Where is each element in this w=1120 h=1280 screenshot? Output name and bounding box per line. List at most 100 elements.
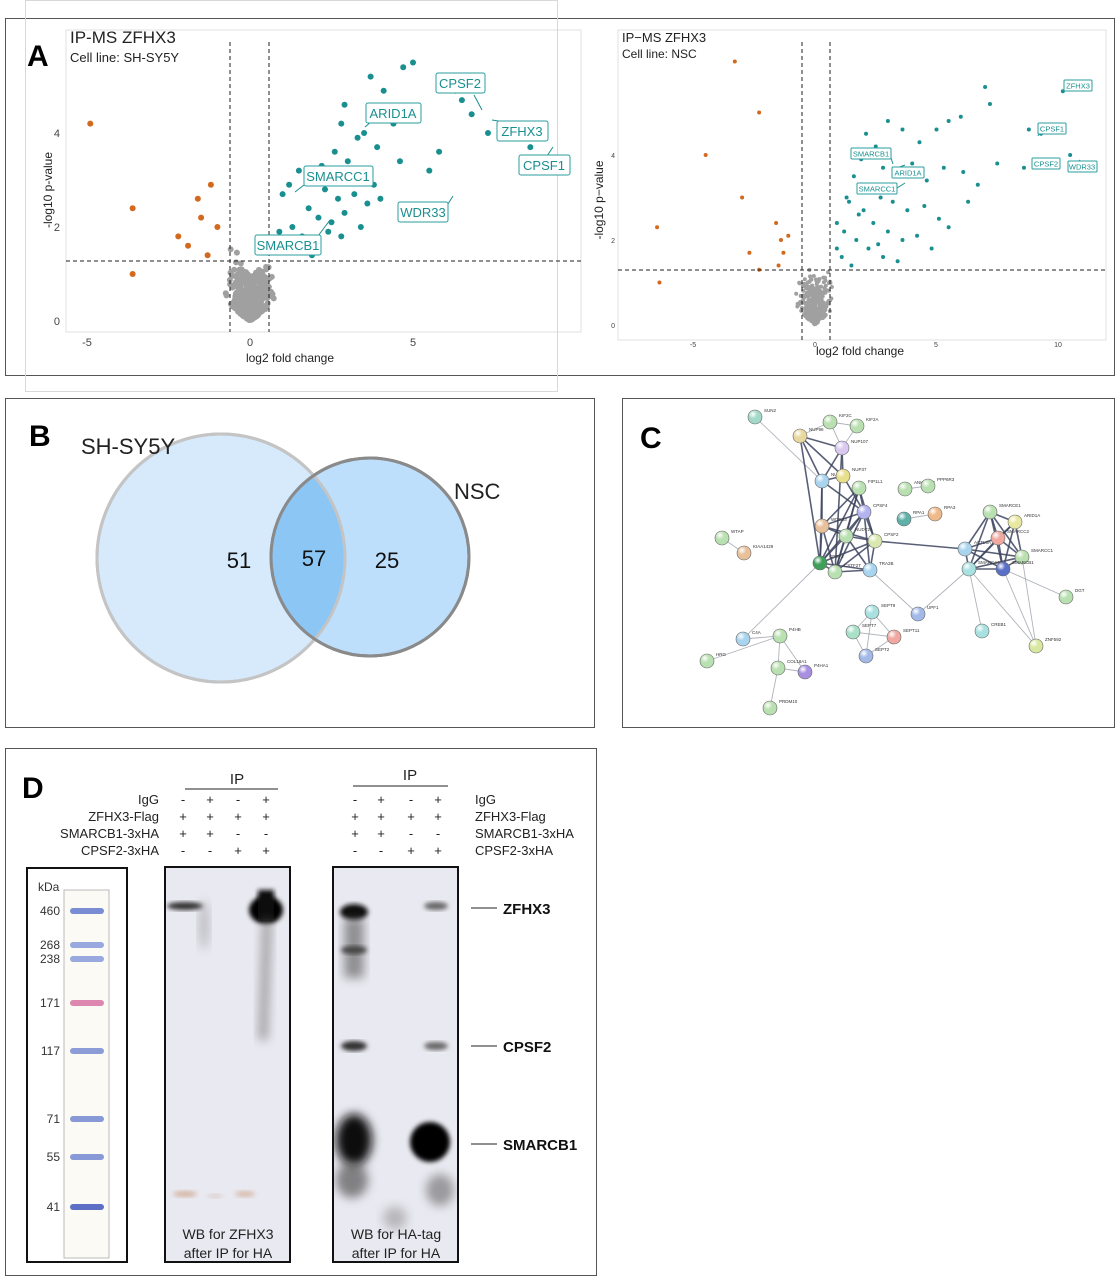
network-edge [1021,556,1037,647]
point-nonsig [817,304,822,309]
network-node [910,606,926,622]
network-node [957,541,973,557]
network-edge [799,435,844,477]
faint-band [207,1194,223,1198]
point-nonsig [238,292,245,299]
point-enriched [338,120,345,127]
sign-cell: + [206,792,214,807]
network-node [1007,514,1023,530]
point-nonsig [805,280,810,285]
right-label: WDR33 [1069,163,1095,172]
point-enriched [900,238,905,242]
right-xtick: 0 [813,342,817,349]
network-node-label: SMARCB1 [1012,560,1034,565]
faint-band [235,1191,255,1197]
ladder-label: 117 [41,1044,60,1058]
caption-right-2: after IP for HA [352,1245,441,1261]
panel-c-svg: C SUN2KIF2CKIF2ANUP98NUP107NUP133NUP37AN… [640,408,1085,716]
ladder-band [70,1204,104,1210]
point-nonsig [243,282,250,289]
network-node-label: RPA1 [913,510,925,515]
sign-cell: + [377,809,385,824]
sign-cell: + [262,843,270,858]
point-enriched [842,229,847,234]
point-nonsig [252,306,259,313]
point-depleted [747,250,752,255]
ladder-lane [63,889,110,1259]
network-node-label: ZNF592 [1045,637,1062,642]
row-label: IgG [475,792,496,807]
network-edge [968,511,991,570]
point-nonsig [223,292,230,299]
network-node [822,414,838,430]
point-nonsig [247,311,254,318]
ladder-label: 55 [47,1150,61,1164]
point-nonsig [811,273,816,278]
smear-lane4 [258,920,272,1040]
network-node-label: NUDT21 [855,527,873,532]
point-enriched [289,224,296,230]
point-nonsig [822,308,827,313]
network-edge [819,487,860,564]
point-enriched [961,170,966,174]
left-ticks: -5 0 5 0 2 4 [54,128,416,349]
network-edge [742,562,821,640]
point-nonsig [240,312,247,319]
point-nonsig [819,291,824,296]
point-nonsig [804,284,809,289]
network-node-label: NUP107 [851,439,869,444]
network-edge [819,562,871,571]
sign-cell: + [407,843,415,858]
caption-left-1: WB for ZFHX3 [182,1226,273,1242]
left-ytick: 2 [54,222,60,234]
point-depleted [194,195,201,202]
blot-right-bands [336,902,454,1230]
point-enriched [380,87,387,94]
panel-d-svg: D IP IP IgG ZFHX3-Flag SMARCB1-3xHA CPSF… [22,767,577,1263]
network-node [896,511,912,527]
point-nonsig [265,283,272,290]
point-nonsig [818,307,823,312]
ladder-band [70,1116,104,1122]
venn-label-nsc: NSC [454,479,501,504]
point-enriched [847,199,852,204]
network-node [995,561,1011,577]
smear-bottom-r1 [336,1162,368,1198]
left-label: CPSF1 [523,158,565,173]
point-enriched [910,161,915,166]
smear-bottom-mid [383,1206,407,1230]
right-points [655,59,1073,327]
band-r1-b [341,946,367,954]
venn-count-overlap: 57 [302,546,326,571]
point-enriched [890,199,895,204]
point-depleted [732,59,737,64]
point-enriched [1026,127,1031,132]
point-enriched [922,204,927,208]
point-depleted [129,205,136,212]
network-edge [869,569,919,615]
left-xtick: -5 [82,337,92,349]
point-nonsig [812,298,817,303]
ladder-label: 460 [40,904,60,918]
ladder-label: 238 [40,952,60,966]
left-label: SMARCC1 [306,169,370,184]
left-xtick: 5 [410,337,416,349]
point-enriched [344,158,351,165]
point-nonsig [266,275,273,282]
ladder-label: 71 [47,1112,61,1126]
blot-left-bands [167,890,283,1198]
point-enriched [929,246,934,251]
ladder-band [70,908,104,914]
network-node-label: FIP1L1 [868,479,883,484]
sign-cell: + [434,809,442,824]
network-node-label: KIAA1429 [753,544,774,549]
point-nonsig [817,316,822,321]
network-node [814,518,830,534]
sign-cell: + [206,809,214,824]
point-enriched [885,229,890,234]
sign-cell: - [264,826,268,841]
sign-cell: + [434,843,442,858]
point-depleted [204,252,211,259]
point-nonsig [802,277,807,282]
point-enriched [851,174,856,179]
